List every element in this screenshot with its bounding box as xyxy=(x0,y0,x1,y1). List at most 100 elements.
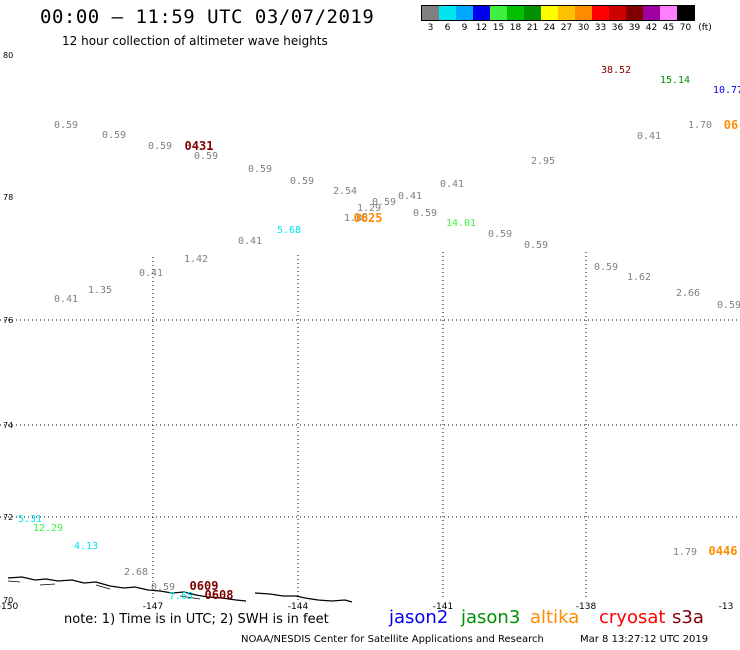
scale-label: 6 xyxy=(444,23,451,33)
scale-swatch xyxy=(575,6,592,20)
scale-swatch xyxy=(609,6,626,20)
wave-height-label: 5.68 xyxy=(277,225,301,236)
wave-height-label: 0609 xyxy=(190,579,219,593)
wave-height-label: 0.59 xyxy=(372,197,396,208)
wave-height-label: 14.01 xyxy=(446,218,476,229)
wave-height-label: 0.59 xyxy=(413,208,437,219)
wave-height-label: 06 xyxy=(724,118,738,132)
wave-height-label: 0.59 xyxy=(248,164,272,175)
scale-unit: (ft) xyxy=(698,23,712,33)
scale-swatch xyxy=(626,6,643,20)
wave-height-color-scale: 3 6 9 12 15 18 21 24 27 30 33 36 39 42 45 70 (ft) xyxy=(421,5,712,33)
wave-height-label: 0.41 xyxy=(440,179,464,190)
lat-label: 72 xyxy=(3,513,13,522)
wave-height-label: 1.35 xyxy=(88,285,112,296)
scale-label: 42 xyxy=(645,23,658,33)
wave-height-label: 38.52 xyxy=(601,65,631,76)
lon-label: -13 xyxy=(719,602,734,612)
scale-swatch xyxy=(660,6,677,20)
wave-height-label: 15.14 xyxy=(660,75,690,86)
legend-altika: altika xyxy=(530,607,580,628)
scale-label: 24 xyxy=(543,23,556,33)
lat-label: 76 xyxy=(3,316,13,325)
wave-height-label: 2.54 xyxy=(333,186,357,197)
wave-height-label: 0.59 xyxy=(594,262,618,273)
scale-swatch xyxy=(473,6,490,20)
scale-label: 30 xyxy=(577,23,590,33)
scale-swatches xyxy=(421,5,695,21)
scale-label: 3 xyxy=(427,23,434,33)
wave-height-label: 1.62 xyxy=(627,272,651,283)
lat-label: 74 xyxy=(3,421,13,430)
lon-label: -147 xyxy=(143,602,163,612)
wave-height-label: 0.41 xyxy=(54,294,78,305)
lat-label: 70 xyxy=(3,596,13,605)
scale-swatch xyxy=(456,6,473,20)
scale-label: 36 xyxy=(611,23,624,33)
wave-height-label: 0431 xyxy=(185,139,214,153)
scale-label: 45 xyxy=(662,23,675,33)
scale-swatch xyxy=(439,6,456,20)
wave-height-label: 2.95 xyxy=(531,156,555,167)
wave-height-label: 0.59 xyxy=(151,582,175,593)
lon-label: -138 xyxy=(576,602,597,612)
scale-labels: 3 6 9 12 15 18 21 24 27 30 33 36 39 42 45 70 (ft) xyxy=(421,21,712,33)
scale-label: 21 xyxy=(526,23,539,33)
wave-height-label: 4.13 xyxy=(74,541,98,552)
scale-label: 15 xyxy=(492,23,505,33)
wave-height-label: 0.59 xyxy=(524,240,548,251)
scale-swatch xyxy=(422,6,439,20)
wave-height-label: 1.88 xyxy=(344,213,368,224)
wave-height-label: 0.59 xyxy=(148,141,172,152)
wave-height-label: 0.59 xyxy=(717,300,740,311)
wave-height-label: 0.41 xyxy=(398,191,422,202)
scale-label: 39 xyxy=(628,23,641,33)
scale-swatch xyxy=(541,6,558,20)
credit-timestamp: Mar 8 13:27:12 UTC 2019 xyxy=(580,634,709,645)
wave-height-label: 0608 xyxy=(205,588,234,602)
lat-label: 78 xyxy=(3,193,13,202)
legend-cryosat: cryosat xyxy=(599,607,666,628)
lon-label: -150 xyxy=(0,602,18,612)
wave-height-label: 0.59 xyxy=(54,120,78,131)
wave-height-label: 10.77 xyxy=(713,85,740,96)
scale-label: 9 xyxy=(461,23,468,33)
scale-swatch xyxy=(592,6,609,20)
map-title: 00:00 – 11:59 UTC 03/07/2019 xyxy=(40,6,375,28)
scale-swatch xyxy=(524,6,541,20)
wave-height-label: 0.59 xyxy=(102,130,126,141)
wave-height-label: 0.41 xyxy=(238,236,262,247)
credit-line: NOAA/NESDIS Center for Satellite Applica… xyxy=(241,634,544,645)
legend-jason3: jason3 xyxy=(461,607,521,628)
wave-height-label: 1.79 xyxy=(673,547,697,558)
wave-height-label: 2.66 xyxy=(676,288,700,299)
wave-height-label: 0.59 xyxy=(194,151,218,162)
scale-label: 70 xyxy=(679,23,692,33)
scale-swatch xyxy=(677,6,694,20)
lon-label: -141 xyxy=(433,602,453,612)
scale-label: 33 xyxy=(594,23,607,33)
wave-height-label: 1.70 xyxy=(688,120,712,131)
scale-label: 27 xyxy=(560,23,573,33)
scale-label: 12 xyxy=(475,23,488,33)
wave-height-label: 1.29 xyxy=(357,203,381,214)
coastline xyxy=(254,592,353,603)
wave-height-label: 0625 xyxy=(354,211,383,225)
wave-height-label: 0.59 xyxy=(290,176,314,187)
scale-label: 18 xyxy=(509,23,522,33)
wave-height-label: 0.41 xyxy=(637,131,661,142)
scale-swatch xyxy=(490,6,507,20)
wave-height-label: 12.29 xyxy=(33,523,63,534)
footer-note: note: 1) Time is in UTC; 2) SWH is in fe… xyxy=(64,612,329,627)
scale-swatch xyxy=(643,6,660,20)
scale-swatch xyxy=(507,6,524,20)
legend-jason2: jason2 xyxy=(389,607,449,628)
wave-height-label: 5.31 xyxy=(18,514,42,525)
wave-height-label: 2.68 xyxy=(124,567,148,578)
wave-height-label: 0.41 xyxy=(139,268,163,279)
legend-s3a: s3a xyxy=(672,607,704,628)
scale-swatch xyxy=(558,6,575,20)
wave-height-label: 0446 xyxy=(709,544,738,558)
coastline xyxy=(7,580,201,600)
